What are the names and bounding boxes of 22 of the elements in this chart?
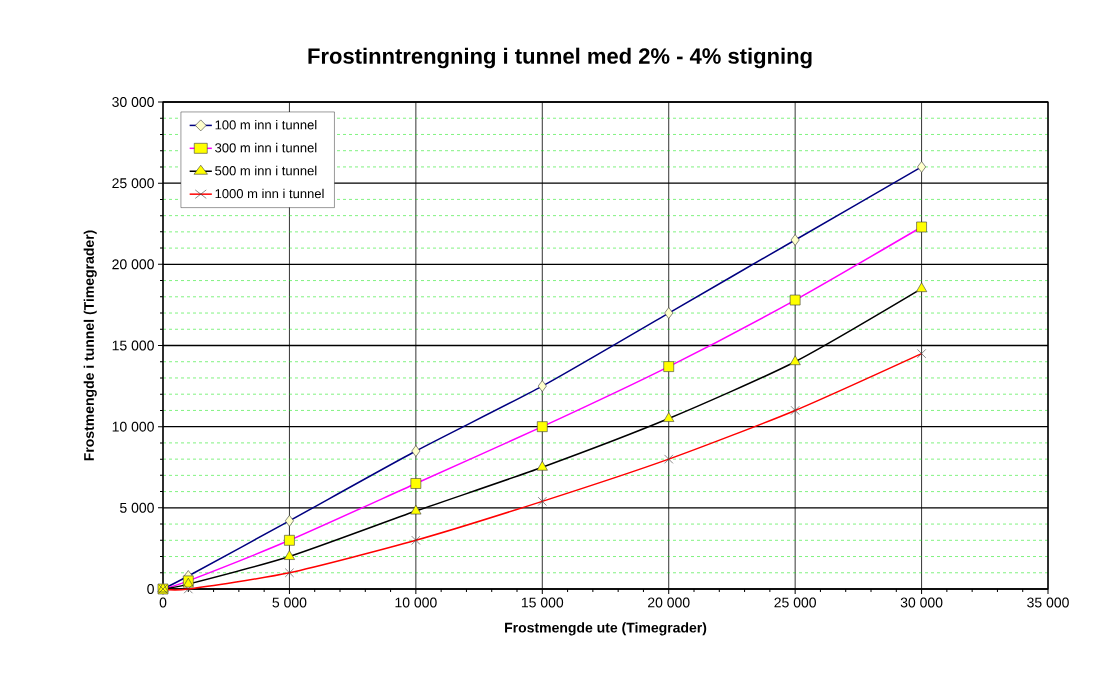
y-tick-label: 20 000 [112,259,154,270]
x-tick-label: 5 000 [272,597,307,608]
y-tick-label: 30 000 [112,97,154,107]
chart-title: Frostinntrengning i tunnel med 2% - 4% stigning [308,47,812,69]
y-tick-label: 25 000 [112,178,154,189]
y-tick-label: 5 000 [120,502,154,513]
x-tick-label: 25 000 [774,597,816,608]
y-axis-title: Frostmengde i tunnel (Timegrader) [83,230,97,461]
legend-label: 1000 m inn i tunnel [215,188,324,199]
y-tick-label: 10 000 [112,421,154,432]
x-tick-label: 10 000 [395,597,437,608]
x-tick-label: 0 [159,597,167,608]
y-tick-label: 15 000 [112,340,154,351]
x-axis-title: Frostmengde ute (Timegrader) [505,622,707,636]
x-tick-label: 15 000 [521,597,564,608]
x-tick-label: 20 000 [648,597,690,608]
y-tick-label: 0 [147,584,154,594]
legend-label: 100 m inn i tunnel [215,119,317,130]
legend-label: 300 m inn i tunnel [215,142,317,153]
legend-label: 500 m inn i tunnel [215,165,317,176]
x-tick-label: 35 000 [1027,597,1069,608]
x-tick-label: 30 000 [900,597,943,608]
